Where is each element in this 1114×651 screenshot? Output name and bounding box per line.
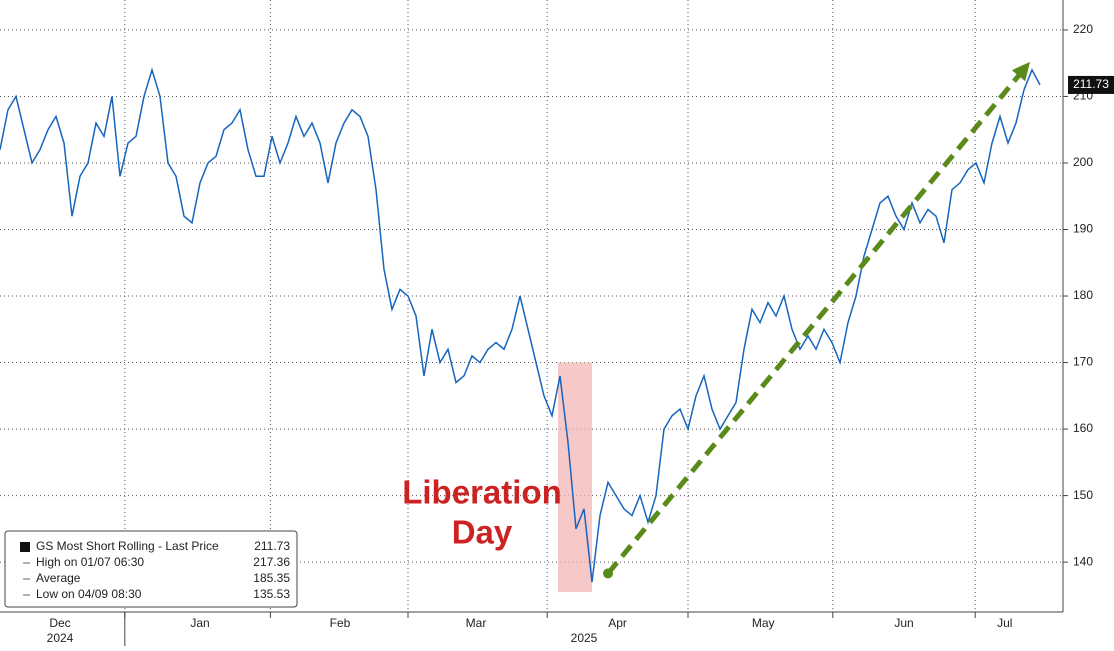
legend-label: Average bbox=[36, 571, 81, 585]
year-label: 2025 bbox=[571, 631, 598, 645]
legend-value: 217.36 bbox=[253, 555, 290, 569]
y-tick-label: 170 bbox=[1073, 355, 1093, 369]
legend-label: Low on 04/09 08:30 bbox=[36, 587, 142, 601]
last-price-label: 211.73 bbox=[1073, 77, 1109, 91]
y-tick-label: 140 bbox=[1073, 554, 1093, 568]
x-tick-label: Dec bbox=[49, 616, 70, 630]
year-label: 2024 bbox=[47, 631, 74, 645]
annotation: Day bbox=[452, 514, 513, 551]
x-tick-label: Apr bbox=[608, 616, 627, 630]
arrow-start bbox=[603, 568, 613, 579]
legend-swatch bbox=[20, 542, 30, 552]
y-tick-label: 200 bbox=[1073, 155, 1093, 169]
y-tick-label: 160 bbox=[1073, 421, 1093, 435]
y-tick-label: 190 bbox=[1073, 222, 1093, 236]
annotation: Liberation bbox=[402, 474, 562, 511]
legend-value: 185.35 bbox=[253, 571, 290, 585]
x-tick-label: Jun bbox=[894, 616, 913, 630]
legend-value: 211.73 bbox=[254, 539, 290, 553]
x-tick-label: Feb bbox=[330, 616, 351, 630]
price-line bbox=[0, 67, 1041, 583]
arrow-head bbox=[1011, 61, 1030, 82]
trend-arrow bbox=[606, 71, 1024, 576]
y-tick-label: 180 bbox=[1073, 288, 1093, 302]
x-tick-label: May bbox=[752, 616, 775, 630]
legend-label: High on 01/07 06:30 bbox=[36, 555, 144, 569]
x-tick-label: Jan bbox=[190, 616, 209, 630]
x-tick-label: Mar bbox=[466, 616, 487, 630]
legend-label: GS Most Short Rolling - Last Price bbox=[36, 539, 219, 553]
legend-box bbox=[4, 530, 298, 608]
y-tick-label: 220 bbox=[1073, 22, 1093, 36]
legend-value: 135.53 bbox=[253, 587, 290, 601]
x-tick-label: Jul bbox=[997, 616, 1012, 630]
last-price-tag bbox=[1068, 75, 1114, 94]
y-tick-label: 150 bbox=[1073, 488, 1093, 502]
